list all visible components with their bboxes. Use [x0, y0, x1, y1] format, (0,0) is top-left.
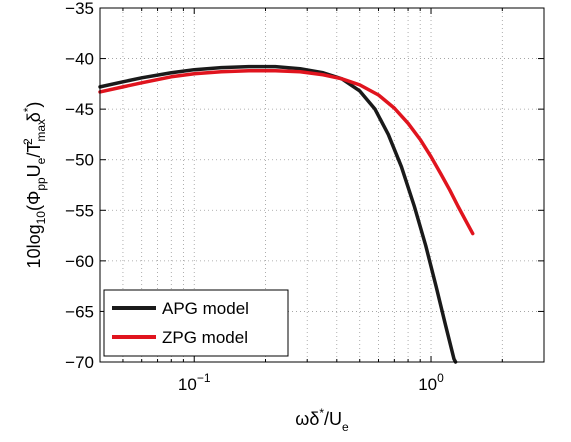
legend-box: [103, 289, 289, 357]
y-axis-label-part: pp: [34, 177, 48, 191]
axis-ticks: [99, 7, 545, 363]
y-axis-label-part: /T: [24, 142, 44, 158]
x-axis-label-part: e: [342, 420, 349, 434]
legend-label-apg: APG model: [162, 299, 249, 318]
legend: APG model ZPG model: [103, 289, 289, 357]
y-tick-label: −50: [65, 151, 94, 170]
series-line-1: [98, 68, 475, 236]
y-tick-label: −35: [65, 0, 94, 18]
x-axis-label-part: *: [319, 406, 324, 420]
y-axis-label-part: max: [34, 119, 48, 142]
x-axis-label-part: ωδ: [295, 409, 319, 429]
y-axis-label-part: U: [24, 164, 44, 177]
y-axis-label-part: (Φ: [24, 191, 44, 211]
x-axis-label: ωδ*/Ue: [295, 406, 349, 434]
y-tick-label: −60: [65, 252, 94, 271]
x-tick-label: 10−1: [178, 371, 211, 394]
x-tick-label-base: 10: [418, 375, 437, 394]
x-tick-label-base: 10: [178, 375, 197, 394]
y-axis-label-part: *: [21, 107, 35, 112]
legend-label-zpg: ZPG model: [162, 328, 248, 347]
y-tick-label: −45: [65, 100, 94, 119]
y-tick-label: −70: [65, 353, 94, 372]
series-layer: [98, 64, 475, 364]
y-axis-label-part: δ: [24, 112, 44, 122]
y-tick-label: −55: [65, 201, 94, 220]
y-tick-label: −40: [65, 50, 94, 69]
x-tick-label: 100: [418, 371, 444, 394]
y-axis-label: 10log10(ΦppUe/Tmax2 δ*): [21, 102, 48, 269]
x-tick-label-exponent: 0: [437, 371, 444, 385]
y-axis-label-part: ): [24, 102, 44, 108]
plot-frame: [99, 7, 545, 363]
y-tick-label: −65: [65, 302, 94, 321]
y-axis-label-part: 10log: [24, 224, 44, 268]
x-tick-label-exponent: −1: [197, 371, 211, 385]
y-axis-label-part: 10: [34, 211, 48, 225]
y-axis-label-part: e: [34, 157, 48, 164]
y-axis-label-part: 2: [21, 138, 35, 145]
x-axis-label-part: /U: [324, 409, 342, 429]
